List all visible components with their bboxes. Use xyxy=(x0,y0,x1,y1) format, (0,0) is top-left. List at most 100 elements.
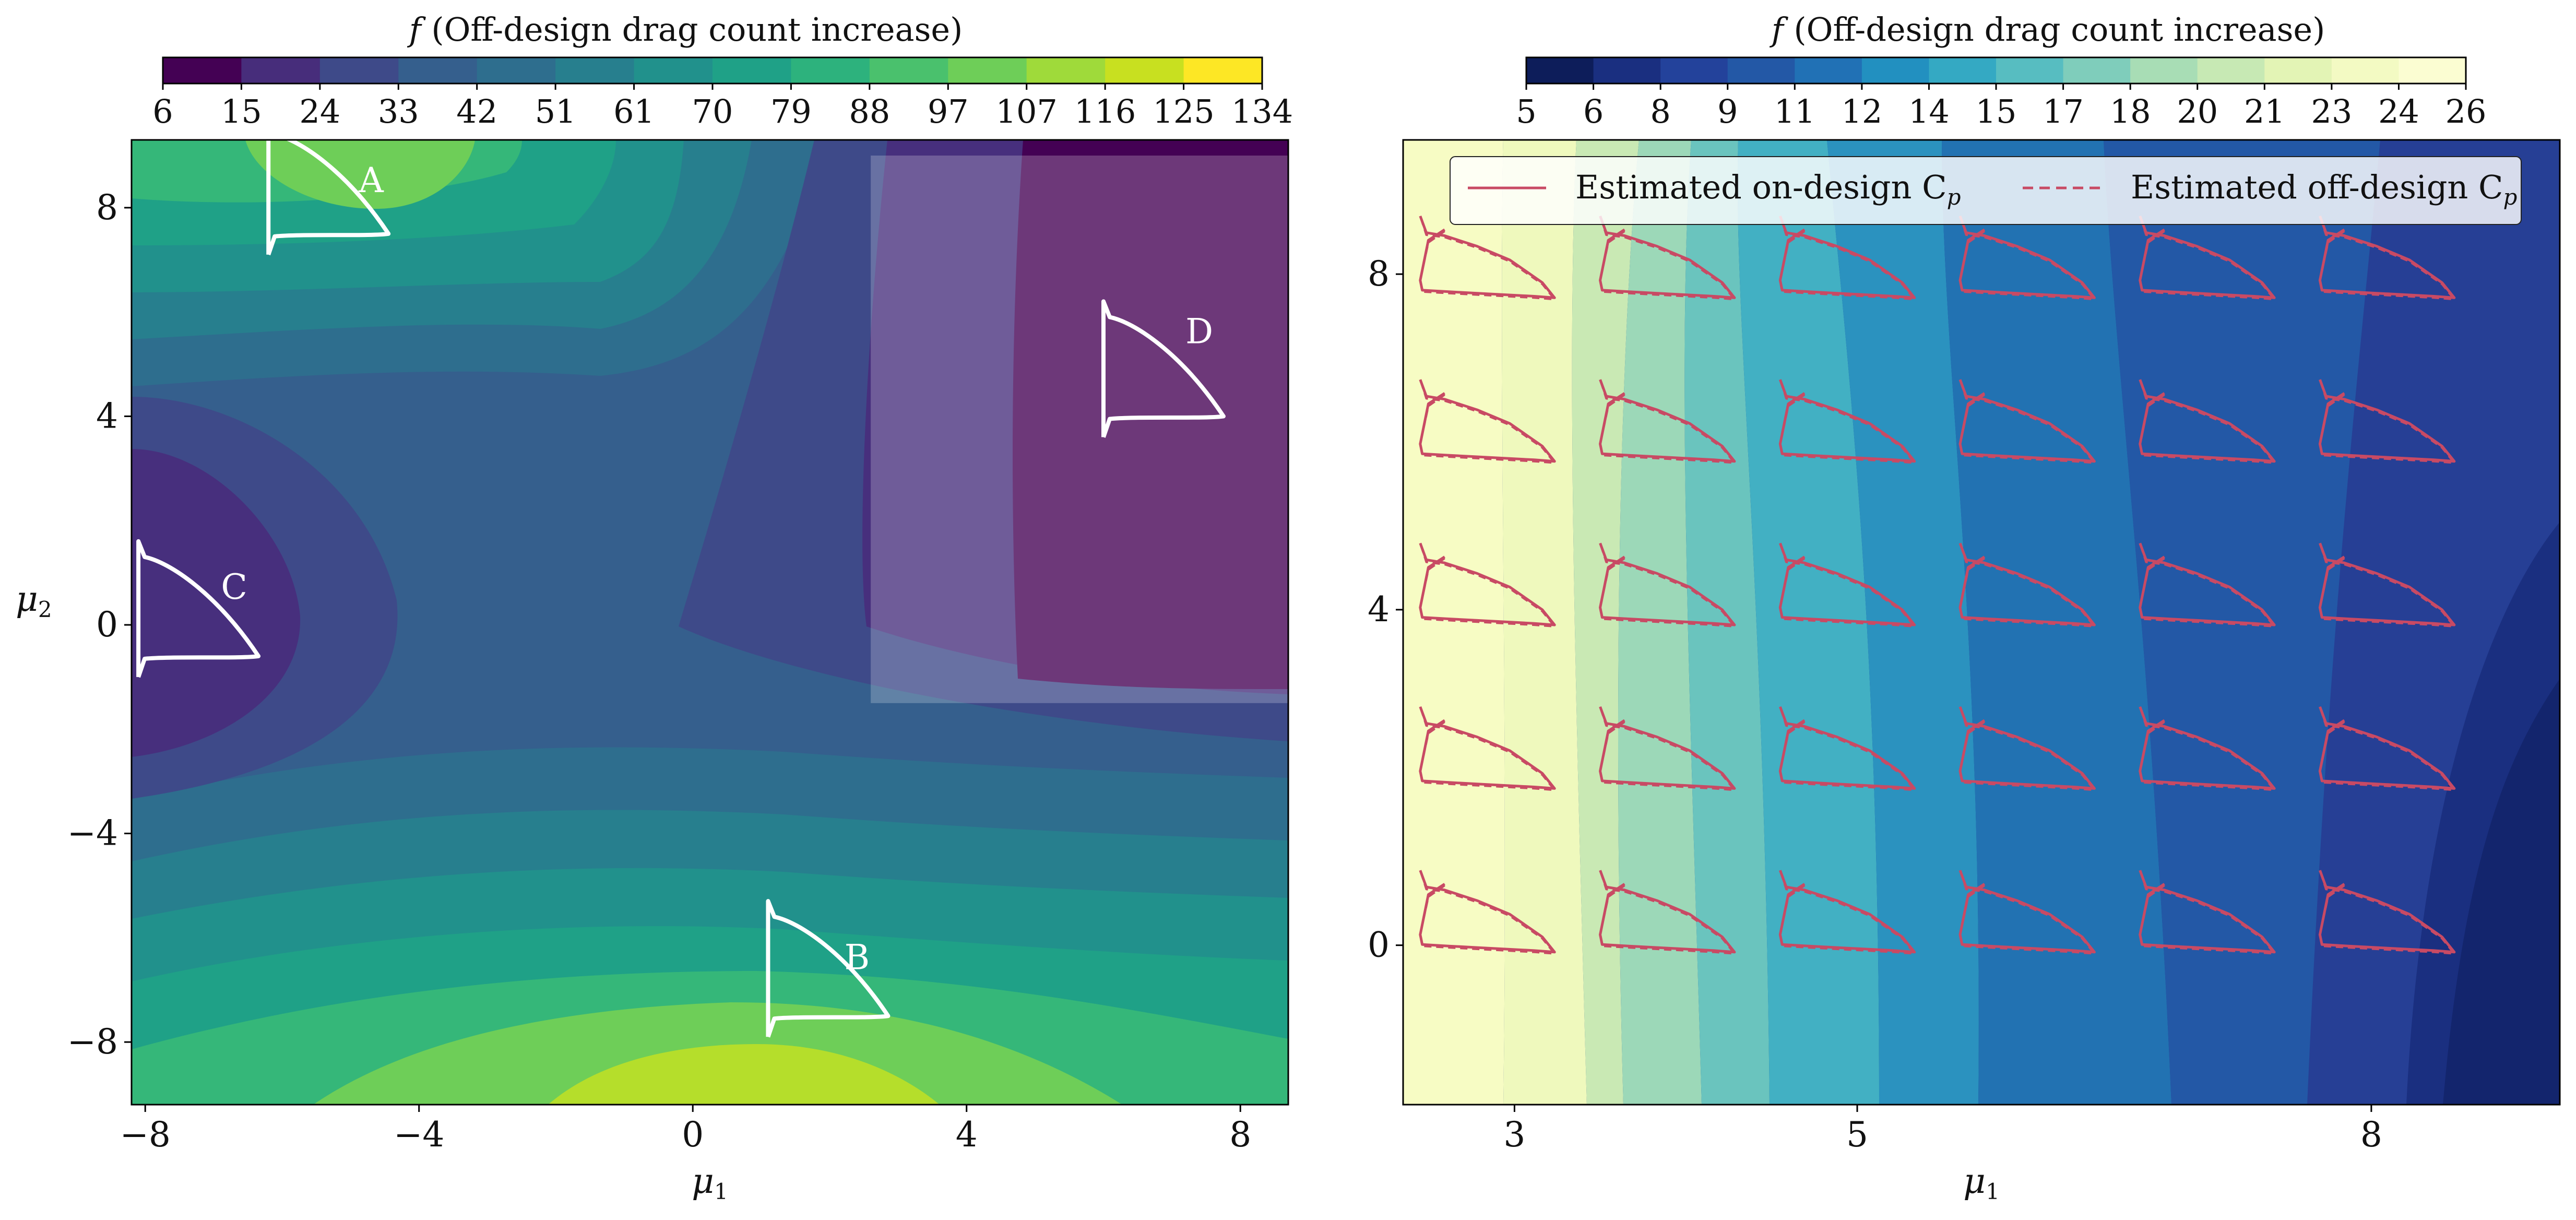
annotation-B: B xyxy=(845,937,870,977)
y-tick-label: 8 xyxy=(1368,254,1390,294)
y-tick-label: 8 xyxy=(96,187,118,228)
colorbar-tick-label: 20 xyxy=(2177,92,2218,131)
cp-off-design-curve xyxy=(1959,706,2096,791)
x-tick-label: 5 xyxy=(1846,1115,1868,1155)
colorbar-tick-label: 33 xyxy=(378,92,419,131)
colorbar-cell xyxy=(319,57,399,84)
colorbar-cell xyxy=(1026,57,1106,84)
cp-off-design-curve xyxy=(2319,542,2455,627)
cp-glyph xyxy=(2139,706,2276,791)
contour-band xyxy=(1572,140,1639,1105)
right-axes-frame xyxy=(1402,139,2561,1106)
cp-glyph xyxy=(1958,379,2096,464)
contour-band xyxy=(245,140,475,209)
cp-off-design-curve xyxy=(2319,870,2455,955)
contour-band xyxy=(1737,140,1879,1105)
colorbar-tick-label: 134 xyxy=(1231,92,1293,131)
colorbar-tick-label: 24 xyxy=(299,92,340,131)
colorbar-cell xyxy=(1526,57,1594,84)
colorbar-cell xyxy=(948,57,1027,84)
cp-off-design-curve xyxy=(2139,870,2276,955)
cp-glyph xyxy=(2139,870,2276,955)
colorbar-cell xyxy=(2264,57,2332,84)
colorbar-tick-label: 70 xyxy=(692,92,733,131)
airfoil-curve-B xyxy=(766,899,891,1038)
colorbar-tick-label: 15 xyxy=(221,92,262,131)
cp-off-design-curve xyxy=(2139,216,2276,301)
cp-glyph xyxy=(1778,706,1916,791)
colorbar-tick-label: 9 xyxy=(1717,92,1738,131)
cp-glyph xyxy=(2139,542,2276,627)
colorbar-cell xyxy=(1861,57,1930,84)
colorbar-cell xyxy=(1996,57,2064,84)
y-tick-label: 4 xyxy=(96,396,118,436)
cp-off-design-curve xyxy=(2319,216,2455,301)
colorbar-cell xyxy=(1795,57,1862,84)
cp-off-design-curve xyxy=(1599,216,1736,301)
cp-off-design-curve xyxy=(1419,216,1556,301)
x-tick-label: 8 xyxy=(2360,1115,2382,1155)
left-airfoils xyxy=(136,140,1226,1038)
left-colorbar-ticks: 6 15 24 33 42 51 61 70 79 88 97 107 116 125 134 xyxy=(152,84,1293,131)
x-tick-label: 0 xyxy=(682,1115,704,1155)
cp-off-design-curve xyxy=(1419,542,1556,627)
cp-off-design-curve xyxy=(1779,542,1916,627)
cp-off-design-curve xyxy=(1959,542,2096,627)
colorbar-tick-label: 79 xyxy=(770,92,812,131)
contour-band xyxy=(548,1044,940,1105)
colorbar-tick-label: 18 xyxy=(2110,92,2151,131)
colorbar-cell xyxy=(241,57,320,84)
colorbar-cell xyxy=(1105,57,1184,84)
right-colorbar-label: f (Off-design drag count increase) xyxy=(1770,10,2325,49)
cp-glyph xyxy=(1958,542,2096,627)
colorbar-tick-label: 61 xyxy=(613,92,655,131)
colorbar-cell xyxy=(634,57,713,84)
right-axis-ticks: 3 5 8 0 4 8 xyxy=(1368,254,2382,1155)
left-axes-frame xyxy=(130,139,1289,1106)
colorbar-cell xyxy=(1929,57,1997,84)
annotation-D: D xyxy=(1185,312,1213,352)
right-airfoil-grid xyxy=(1419,215,2456,955)
cp-glyph xyxy=(2318,870,2456,955)
cp-glyph xyxy=(1599,706,1736,791)
colorbar-tick-label: 107 xyxy=(996,92,1058,131)
y-tick-label: −8 xyxy=(67,1022,118,1062)
cp-glyph xyxy=(1778,542,1916,627)
left-panel: f (Off-design drag count increase) 6 15 24… xyxy=(16,10,1293,1204)
colorbar-cell xyxy=(869,57,948,84)
left-x-axis-label: μ1 xyxy=(692,1161,728,1204)
legend-label-off-design: Estimated off-design Cp xyxy=(2131,168,2517,210)
cp-glyph xyxy=(2318,215,2456,301)
cp-glyph xyxy=(1599,379,1736,464)
cp-off-design-curve xyxy=(1599,379,1736,464)
colorbar-tick-label: 23 xyxy=(2311,92,2352,131)
cp-glyph xyxy=(1599,542,1736,627)
colorbar-tick-label: 42 xyxy=(456,92,497,131)
colorbar-cell xyxy=(791,57,870,84)
colorbar-tick-label: 8 xyxy=(1650,92,1670,131)
cp-off-design-curve xyxy=(2139,706,2276,791)
colorbar-tick-label: 17 xyxy=(2043,92,2084,131)
cp-off-design-curve xyxy=(2139,542,2276,627)
left-axis-ticks: −8 −4 0 4 8 −8 −4 0 4 8 xyxy=(67,187,1252,1155)
colorbar-tick-label: 5 xyxy=(1516,92,1536,131)
cp-off-design-curve xyxy=(1779,706,1916,791)
y-tick-label: 4 xyxy=(1368,589,1390,630)
right-x-axis-label: μ1 xyxy=(1963,1161,2000,1204)
contour-band xyxy=(1618,140,1702,1105)
highlight-region-D xyxy=(871,155,1288,703)
colorbar-cell xyxy=(477,57,556,84)
legend: Estimated on-design Cp Estimated off-des… xyxy=(1450,156,2522,225)
colorbar-cell xyxy=(2399,57,2466,84)
colorbar-tick-label: 51 xyxy=(535,92,576,131)
cp-off-design-curve xyxy=(1959,216,2096,301)
left-plot-area: A B C D xyxy=(132,140,1288,1105)
cp-off-design-curve xyxy=(1959,870,2096,955)
legend-box xyxy=(1450,156,2522,225)
right-colorbar-cells xyxy=(1526,57,2466,84)
y-tick-label: 0 xyxy=(96,605,118,645)
colorbar-cell xyxy=(398,57,478,84)
colorbar-cell xyxy=(2130,57,2198,84)
contour-band xyxy=(1502,140,1587,1105)
cp-glyph xyxy=(1778,870,1916,955)
